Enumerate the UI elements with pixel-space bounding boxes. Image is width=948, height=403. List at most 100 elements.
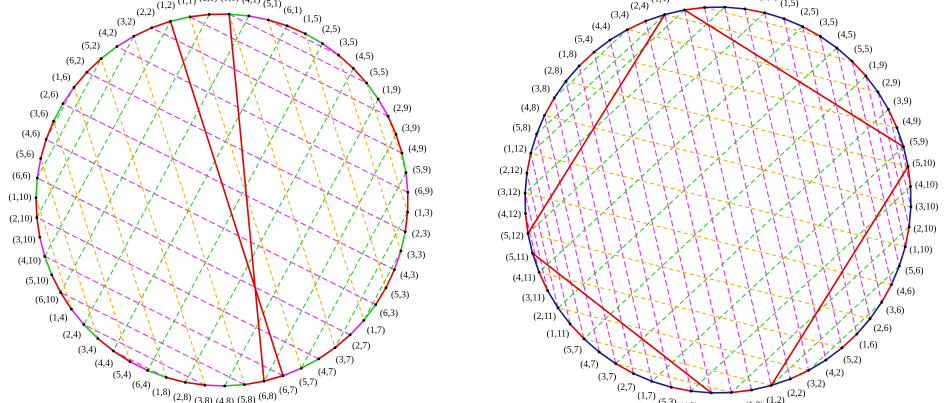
vertex bbox=[709, 391, 713, 395]
edge bbox=[365, 82, 379, 100]
vertex bbox=[374, 303, 378, 307]
vertex-label: (5,9) bbox=[910, 137, 928, 148]
chord bbox=[62, 103, 395, 271]
vertex bbox=[44, 138, 48, 141]
edge bbox=[836, 47, 853, 62]
edge bbox=[819, 35, 838, 49]
vertex bbox=[552, 96, 556, 100]
vertex bbox=[61, 102, 65, 106]
edge bbox=[377, 98, 389, 117]
vertex-label: (2,1) bbox=[199, 0, 217, 4]
vertex bbox=[592, 50, 596, 54]
vertex-label: (2,4) bbox=[63, 329, 81, 340]
edge bbox=[627, 20, 647, 31]
edge bbox=[70, 308, 85, 326]
edge bbox=[598, 351, 617, 365]
vertex-label: (2,9) bbox=[882, 77, 900, 88]
vertex-label: (2,7) bbox=[352, 341, 370, 352]
red-chord bbox=[527, 14, 666, 234]
vertex-label: (1,8) bbox=[559, 49, 577, 60]
edge bbox=[86, 58, 102, 73]
edge bbox=[887, 109, 898, 129]
vertex-label: (4,8) bbox=[216, 396, 234, 403]
vertex-label: (4,5) bbox=[356, 51, 374, 62]
vertex bbox=[403, 230, 407, 234]
vertex bbox=[266, 18, 270, 22]
chord bbox=[267, 19, 365, 321]
vertex-label: (2,8) bbox=[544, 66, 562, 77]
chord bbox=[366, 82, 409, 213]
chord bbox=[228, 13, 336, 348]
vertex-label: (4,6) bbox=[897, 286, 915, 297]
edge bbox=[35, 177, 39, 198]
edge bbox=[404, 212, 409, 232]
vertex bbox=[750, 388, 753, 392]
chord bbox=[565, 80, 909, 167]
edge bbox=[898, 246, 907, 267]
vertex-label: (1,4) bbox=[651, 0, 669, 4]
edge bbox=[615, 362, 634, 375]
edge bbox=[904, 226, 910, 247]
edge bbox=[133, 27, 153, 37]
vertex-label: (6,8) bbox=[259, 391, 277, 402]
vertex-label: (1,6) bbox=[859, 339, 877, 350]
edge bbox=[300, 358, 320, 369]
chord bbox=[113, 350, 167, 378]
edge bbox=[62, 86, 75, 105]
chord bbox=[100, 58, 206, 386]
vertex bbox=[299, 366, 303, 370]
vertex-label: (5,11) bbox=[506, 252, 529, 263]
edge bbox=[789, 369, 809, 380]
edge bbox=[825, 347, 843, 361]
vertex-label: (3,2) bbox=[117, 16, 135, 27]
chord bbox=[363, 250, 402, 321]
vertex bbox=[50, 273, 54, 277]
vertex-label: (5,2) bbox=[843, 354, 861, 365]
vertex-label: (5,1) bbox=[263, 0, 281, 10]
chord bbox=[147, 43, 323, 371]
edge bbox=[529, 133, 538, 154]
vertex bbox=[404, 171, 408, 174]
vertex-label: (2,6) bbox=[40, 90, 58, 101]
edge bbox=[524, 213, 529, 234]
edge bbox=[318, 346, 336, 360]
edge bbox=[263, 374, 284, 382]
chord bbox=[553, 29, 628, 99]
edge bbox=[633, 372, 653, 383]
vertex-label: (6,7) bbox=[279, 385, 297, 396]
chord bbox=[44, 255, 284, 377]
vertex bbox=[321, 42, 324, 45]
vertex-label: (3,9) bbox=[893, 96, 911, 107]
vertex bbox=[243, 383, 246, 387]
chord bbox=[704, 7, 791, 380]
vertex-label: (5,5) bbox=[854, 44, 872, 55]
chord bbox=[36, 217, 320, 360]
edge bbox=[116, 35, 135, 48]
edge bbox=[304, 33, 323, 45]
vertex bbox=[824, 358, 828, 362]
edge bbox=[731, 389, 752, 394]
vertex bbox=[631, 372, 635, 375]
chord bbox=[37, 177, 351, 336]
vertex-label: (2,2) bbox=[787, 388, 805, 399]
chord bbox=[44, 21, 171, 257]
chord bbox=[544, 115, 600, 353]
edge bbox=[349, 319, 365, 336]
vertex bbox=[223, 384, 227, 388]
vertex-label: (6,4) bbox=[132, 379, 150, 390]
chord bbox=[865, 75, 906, 247]
vertex bbox=[543, 113, 546, 117]
edge bbox=[38, 236, 46, 257]
chord bbox=[189, 16, 389, 117]
vertex-label: (5,10) bbox=[912, 158, 935, 169]
chord bbox=[683, 9, 772, 386]
chord bbox=[565, 81, 634, 374]
vertex bbox=[597, 350, 601, 354]
edge bbox=[147, 369, 167, 379]
edge bbox=[651, 380, 672, 389]
edge bbox=[578, 51, 595, 67]
chord bbox=[615, 363, 732, 394]
vertex bbox=[333, 346, 337, 350]
edge bbox=[851, 60, 867, 77]
